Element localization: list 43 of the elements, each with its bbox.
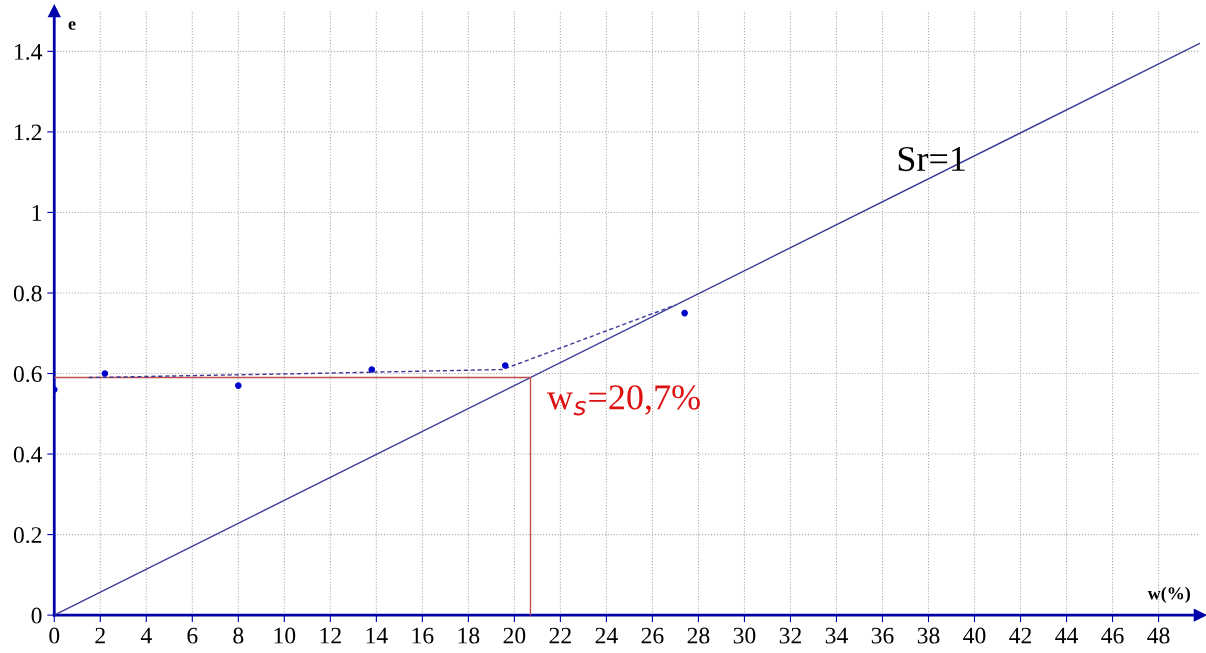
point <box>101 370 109 377</box>
annotation: Sr=1 <box>898 146 965 172</box>
x-tick-label: 26 <box>641 627 664 644</box>
x-tick-label: 44 <box>1055 627 1078 644</box>
x-tick-label: 42 <box>1009 627 1032 644</box>
point <box>235 382 242 389</box>
x-tick-label: 46 <box>1101 627 1124 644</box>
x-tick-label: 40 <box>963 627 986 644</box>
annotation: w$_{s}$=20,7% <box>546 385 700 416</box>
x-tick-label: 34 <box>825 627 848 644</box>
x-tick-label: 22 <box>549 627 571 644</box>
y-tick-label: 0.2 <box>13 527 42 544</box>
x-tick-label: 20 <box>503 627 526 644</box>
y-tick-label: 1.2 <box>15 124 42 141</box>
y-tick-label: 1.4 <box>15 43 43 60</box>
y-tick-label: 0.8 <box>13 285 42 302</box>
x-tick-label: 6 <box>187 627 198 644</box>
x-tick-label: 30 <box>733 627 756 644</box>
x-tick-label: 38 <box>917 627 940 644</box>
point <box>368 366 376 373</box>
point <box>681 309 688 317</box>
x-axis-title: w(%) <box>1147 586 1191 604</box>
x-tick-label: 2 <box>95 627 105 644</box>
x-tick-label: 18 <box>458 627 480 644</box>
x-tick-label: 48 <box>1147 627 1170 644</box>
x-tick-label: 4 <box>140 627 152 644</box>
x-tick-label: 14 <box>366 627 388 644</box>
point <box>501 362 509 369</box>
x-tick-label: 24 <box>595 627 618 644</box>
x-tick-label: 32 <box>779 627 801 644</box>
x-tick-label: 28 <box>687 627 710 644</box>
y-tick-label: 0.6 <box>13 366 42 383</box>
x-tick-label: 16 <box>412 627 434 644</box>
x-tick-label: 12 <box>320 627 341 644</box>
y-tick-label: 0.4 <box>13 446 43 463</box>
y-tick-label: 0 <box>31 607 42 624</box>
x-tick-label: 0 <box>49 627 60 644</box>
line-series <box>88 304 677 379</box>
x-tick-label: 8 <box>233 627 244 644</box>
x-tick-label: 10 <box>274 627 296 644</box>
y-axis-title: e <box>68 21 76 30</box>
y-tick-label: 1 <box>32 205 42 221</box>
x-tick-label: 36 <box>871 627 894 644</box>
